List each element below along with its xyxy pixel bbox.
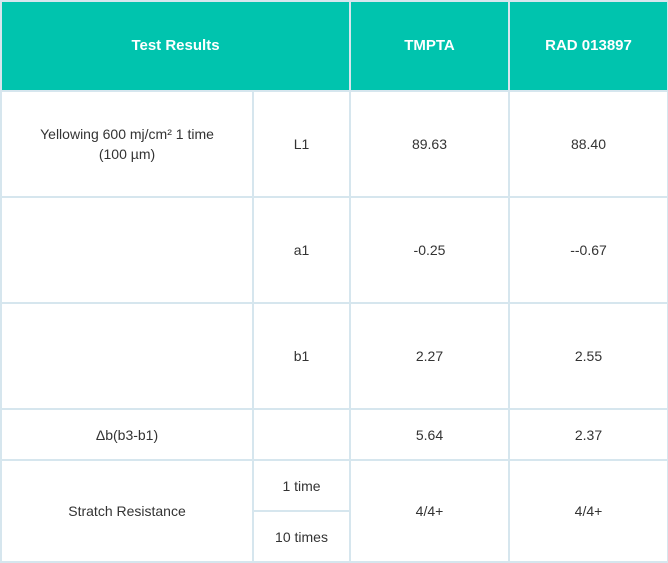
table-row-scratch-2: 10 times xyxy=(1,510,668,563)
yellowing-label-line2: (100 µm) xyxy=(98,146,156,162)
table-row-delta: Δb(b3-b1) 5.64 2.37 xyxy=(0,408,668,461)
delta-rad: 2.37 xyxy=(508,408,668,461)
delta-label: Δb(b3-b1) xyxy=(0,408,254,461)
table-header-row: Test Results TMPTA RAD 013897 xyxy=(0,0,668,92)
b1-tmpta: 2.27 xyxy=(349,302,510,410)
scratch-sub-2: 10 times xyxy=(252,510,351,563)
header-test-results: Test Results xyxy=(0,0,351,92)
header-rad: RAD 013897 xyxy=(508,0,668,92)
l1-tmpta: 89.63 xyxy=(349,90,510,198)
a1-tmpta: -0.25 xyxy=(349,196,510,304)
l1-label: L1 xyxy=(252,90,351,198)
delta-tmpta: 5.64 xyxy=(349,408,510,461)
empty-cell xyxy=(0,302,254,410)
table-row-l1: Yellowing 600 mj/cm² 1 time (100 µm) L1 … xyxy=(0,90,668,198)
header-tmpta: TMPTA xyxy=(349,0,510,92)
table-row-scratch-1: Stratch Resistance 1 time 4/4+ 4/4+ xyxy=(0,459,668,563)
a1-label: a1 xyxy=(252,196,351,304)
scratch-tmpta: 4/4+ xyxy=(349,459,510,563)
yellowing-label: Yellowing 600 mj/cm² 1 time (100 µm) xyxy=(0,90,254,198)
l1-rad: 88.40 xyxy=(508,90,668,198)
b1-label: b1 xyxy=(252,302,351,410)
table-row-a1: a1 -0.25 --0.67 xyxy=(0,196,668,304)
scratch-label: Stratch Resistance xyxy=(0,459,254,563)
empty-cell xyxy=(0,196,254,304)
a1-rad: --0.67 xyxy=(508,196,668,304)
table-row-b1: b1 2.27 2.55 xyxy=(0,302,668,410)
empty-cell xyxy=(252,408,351,461)
yellowing-label-line1: Yellowing 600 mj/cm² 1 time xyxy=(40,126,214,142)
b1-rad: 2.55 xyxy=(508,302,668,410)
scratch-sub-1: 1 time xyxy=(252,459,351,512)
scratch-rad: 4/4+ xyxy=(508,459,668,563)
